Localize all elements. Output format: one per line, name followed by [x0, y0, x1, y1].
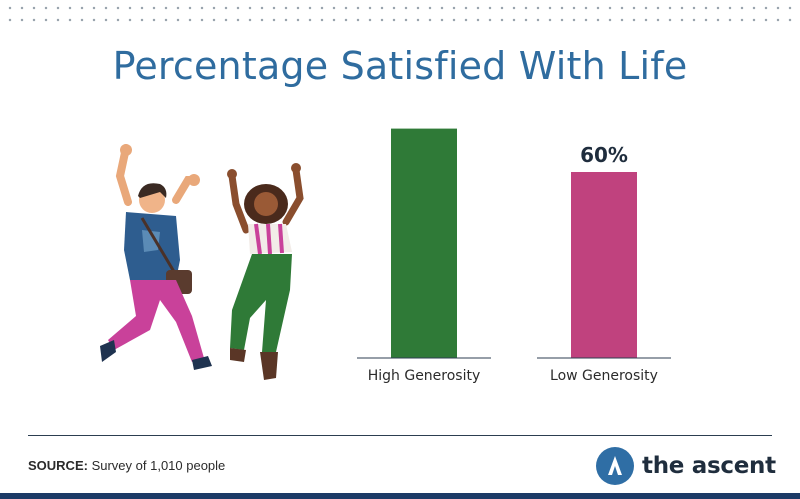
- dotted-header-pattern: [0, 0, 800, 30]
- bar-0: [391, 128, 457, 358]
- category-label-1: Low Generosity: [550, 368, 658, 384]
- bar-1: [571, 172, 637, 358]
- footer-divider: [28, 435, 772, 436]
- bar-chart: 74% High Generosity 60% Low Generosity: [357, 120, 671, 384]
- man-figure: [100, 144, 212, 370]
- woman-figure: [227, 163, 304, 380]
- brand-logo: the ascent: [596, 446, 776, 486]
- data-label-0: 74%: [400, 120, 448, 124]
- source-label: SOURCE:: [28, 458, 88, 473]
- data-label-1: 60%: [580, 143, 628, 167]
- ascent-logo-icon: [596, 447, 634, 485]
- source-text: Survey of 1,010 people: [91, 458, 226, 473]
- source-note: SOURCE: Survey of 1,010 people: [28, 458, 225, 473]
- two-people-jumping-illustration: [100, 144, 304, 380]
- bottom-accent-bar: [0, 493, 800, 499]
- category-label-0: High Generosity: [368, 368, 481, 384]
- brand-name: the ascent: [642, 453, 776, 479]
- chart-title: Percentage Satisfied With Life: [112, 44, 688, 88]
